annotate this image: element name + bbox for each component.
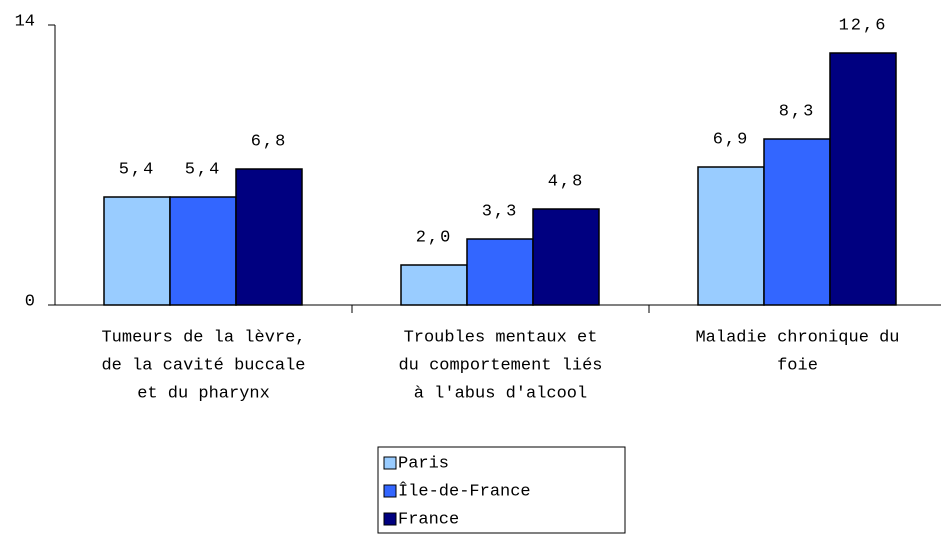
bar (763, 138, 831, 306)
legend-swatch (383, 512, 397, 526)
y-tick-label: 14 (15, 12, 35, 31)
bar (169, 196, 237, 306)
x-tick-label: foie (777, 356, 818, 375)
value-label: 6,8 (251, 132, 288, 151)
value-label: 2,0 (416, 228, 453, 247)
x-tick-label: Maladie chronique du (695, 328, 899, 347)
x-tick-label: de la cavité buccale (101, 356, 305, 375)
bar (697, 166, 765, 306)
bar (829, 52, 897, 306)
x-tick-label: Tumeurs de la lèvre, (101, 328, 305, 347)
bar (400, 264, 468, 306)
legend-label: France (398, 510, 459, 529)
legend-box (377, 446, 626, 534)
bar (103, 196, 171, 306)
bar (235, 168, 303, 306)
legend-swatch (383, 484, 397, 498)
legend-label: Île-de-France (398, 481, 531, 501)
value-label: 5,4 (119, 160, 156, 179)
bar (466, 238, 534, 306)
x-tick-label: et du pharynx (137, 384, 270, 403)
value-label: 3,3 (482, 202, 519, 221)
legend-label: Paris (398, 454, 449, 473)
x-tick-label: à l'abus d'alcool (414, 384, 587, 403)
x-tick-label: du comportement liés (398, 356, 602, 375)
value-label: 6,9 (713, 130, 750, 149)
value-label: 12,6 (839, 16, 888, 35)
legend-swatch (383, 456, 397, 470)
x-tick-label: Troubles mentaux et (404, 328, 598, 347)
value-label: 5,4 (185, 160, 222, 179)
value-label: 4,8 (548, 172, 585, 191)
bar (532, 208, 600, 306)
value-label: 8,3 (779, 102, 816, 121)
y-tick-label: 0 (25, 292, 35, 311)
